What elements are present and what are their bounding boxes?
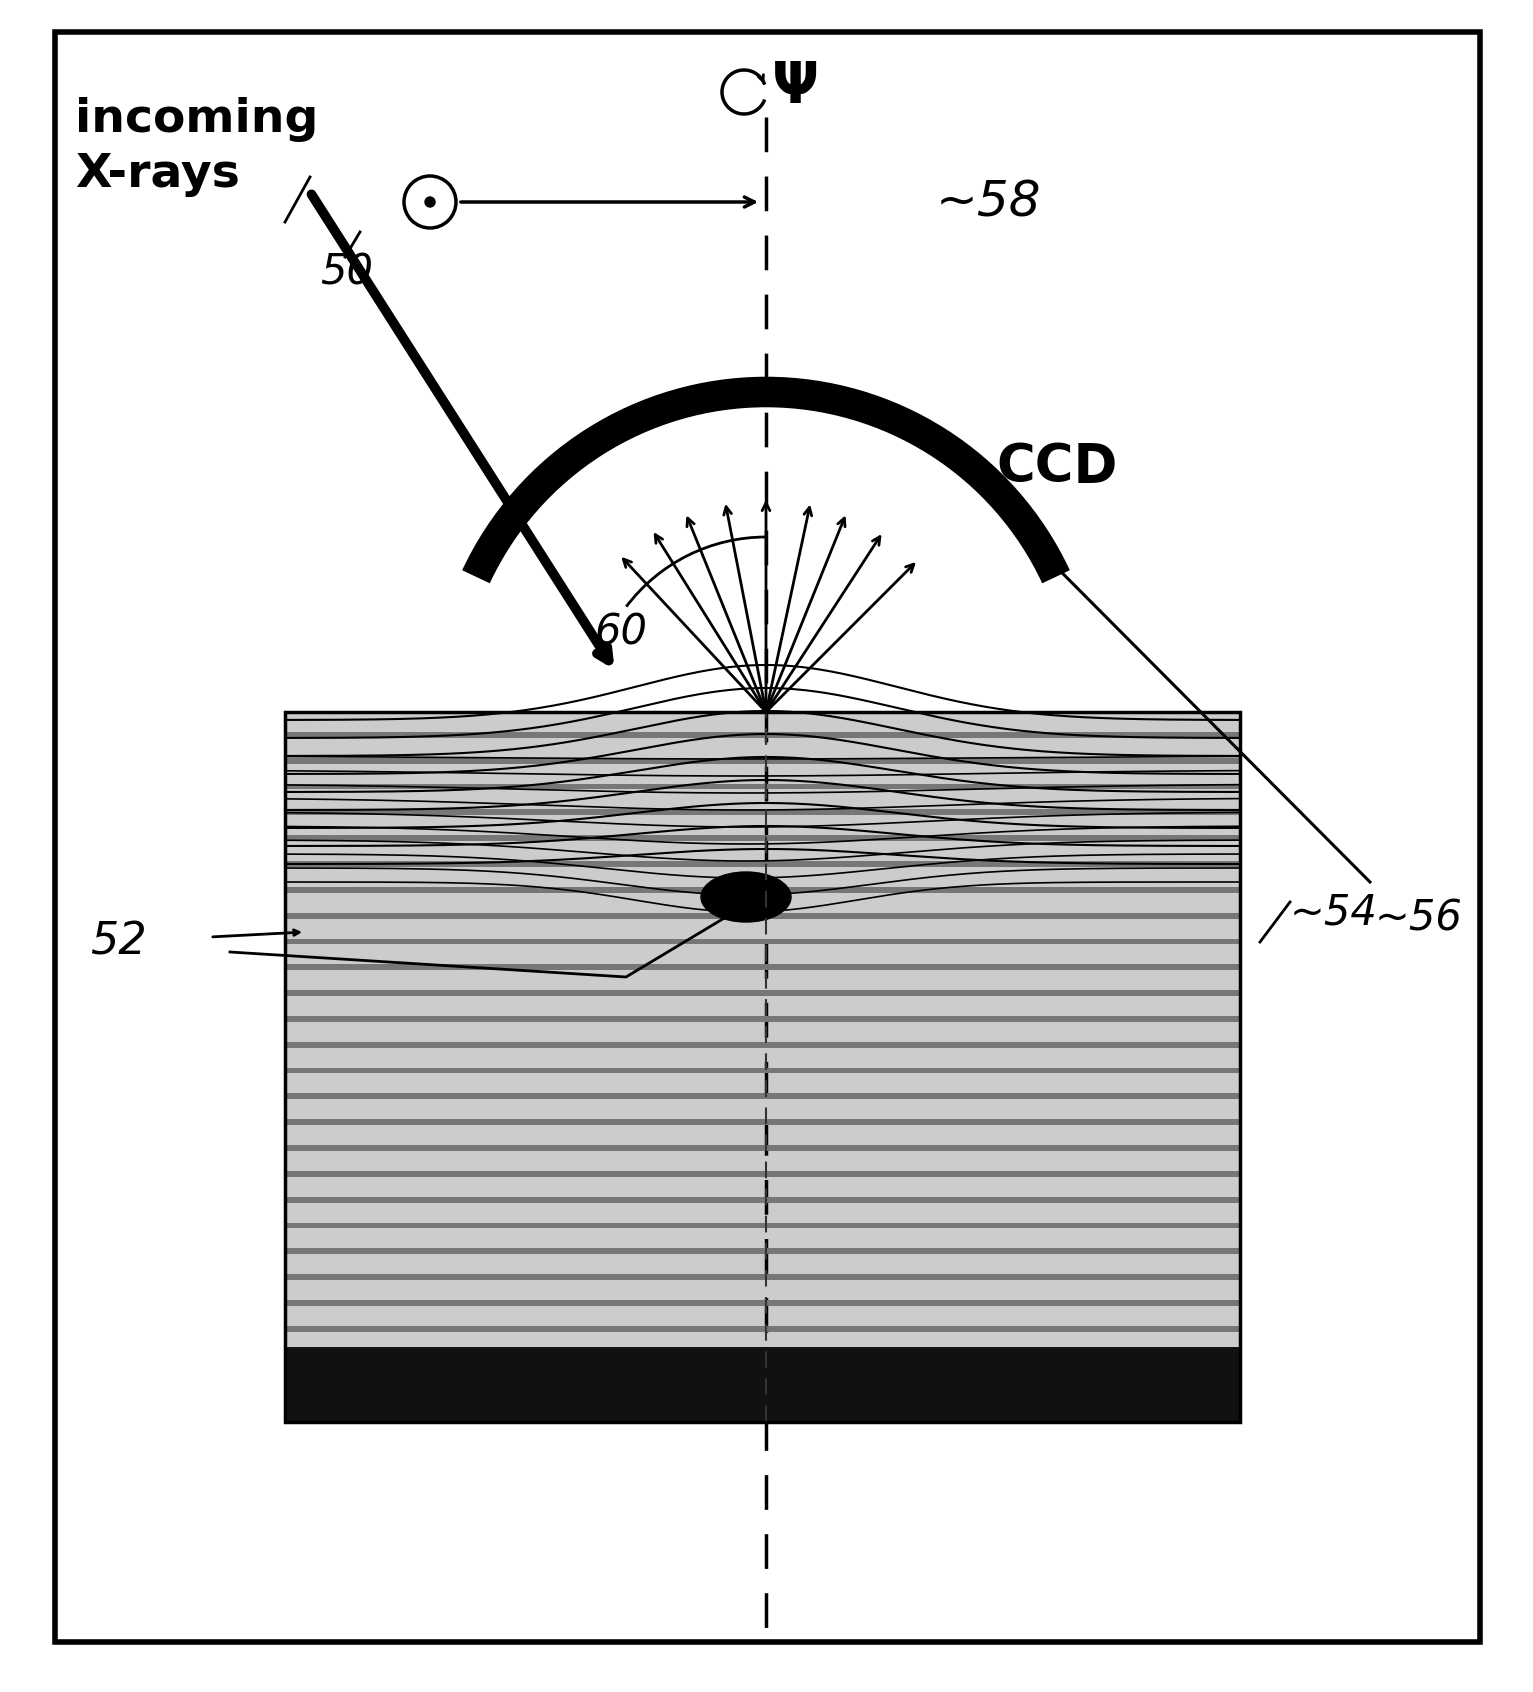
Bar bbox=[285, 1327, 1240, 1332]
Circle shape bbox=[405, 176, 455, 228]
Circle shape bbox=[425, 196, 435, 206]
Bar bbox=[285, 1274, 1240, 1281]
Bar bbox=[285, 861, 1240, 866]
Text: CCD: CCD bbox=[996, 442, 1118, 492]
Bar bbox=[285, 836, 1240, 841]
Bar bbox=[285, 887, 1240, 893]
Circle shape bbox=[722, 69, 766, 113]
Text: 52: 52 bbox=[90, 920, 147, 963]
Bar bbox=[285, 1093, 1240, 1100]
Bar bbox=[285, 1171, 1240, 1176]
Bar bbox=[285, 912, 1240, 919]
Bar bbox=[285, 1249, 1240, 1254]
Bar bbox=[285, 1352, 1240, 1357]
Bar bbox=[285, 1299, 1240, 1306]
Text: ~58: ~58 bbox=[937, 178, 1041, 227]
Bar bbox=[285, 1403, 1240, 1409]
Bar bbox=[285, 783, 1240, 790]
Bar bbox=[285, 1068, 1240, 1073]
Bar bbox=[285, 712, 1240, 1421]
Bar bbox=[285, 1223, 1240, 1228]
Bar bbox=[285, 809, 1240, 816]
Text: ~54: ~54 bbox=[1289, 892, 1378, 932]
Bar bbox=[285, 733, 1240, 738]
Bar bbox=[285, 1015, 1240, 1022]
Ellipse shape bbox=[701, 871, 791, 922]
Bar bbox=[285, 712, 1240, 1421]
Bar bbox=[285, 990, 1240, 997]
Text: $\mathbf{\Psi}$: $\mathbf{\Psi}$ bbox=[771, 59, 817, 115]
Text: incoming
X-rays: incoming X-rays bbox=[75, 96, 319, 198]
Text: 50: 50 bbox=[320, 250, 373, 293]
Bar bbox=[285, 758, 1240, 763]
Text: 60: 60 bbox=[595, 611, 647, 653]
Bar bbox=[285, 1042, 1240, 1047]
Text: ~56: ~56 bbox=[1375, 897, 1462, 939]
Bar bbox=[285, 939, 1240, 944]
Bar bbox=[285, 1196, 1240, 1203]
Bar bbox=[285, 1145, 1240, 1151]
Bar bbox=[285, 1347, 1240, 1421]
Bar bbox=[285, 1377, 1240, 1384]
Bar bbox=[285, 1120, 1240, 1125]
Bar bbox=[285, 964, 1240, 970]
